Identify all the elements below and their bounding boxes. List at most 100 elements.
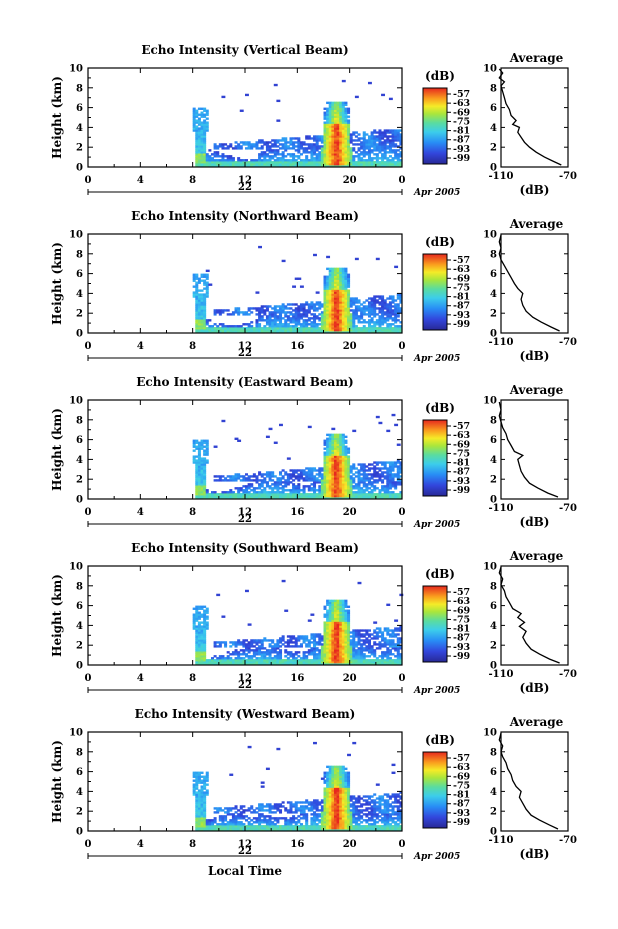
y-tick-label: 4	[76, 787, 83, 798]
average-y-tick-label: 10	[483, 64, 497, 75]
average-y-tick-label: 0	[490, 495, 497, 506]
colorbar-tick-label: -99	[453, 651, 471, 662]
y-tick-label: 2	[76, 475, 83, 486]
colorbar	[422, 585, 448, 663]
y-tick-label: 2	[76, 143, 83, 154]
heatmap-cells	[192, 579, 404, 666]
colorbar-tick-label: -75	[453, 448, 470, 459]
colorbar-tick-label: -87	[453, 799, 470, 810]
date-day: 22	[238, 348, 252, 359]
x-tick-label: 12	[238, 341, 252, 352]
average-y-tick-label: 0	[490, 163, 497, 174]
average-title: Average	[509, 51, 564, 65]
colorbar-tick-label: -63	[453, 762, 470, 773]
y-tick-label: 8	[76, 249, 83, 260]
x-tick-label: 0	[85, 175, 92, 186]
chart-title: Echo Intensity (Eastward Beam)	[136, 375, 353, 389]
average-y-tick-label: 10	[483, 728, 497, 739]
colorbar-tick-label: -93	[453, 476, 470, 487]
y-tick-label: 4	[76, 123, 83, 134]
average-y-tick-label: 6	[490, 269, 497, 280]
colorbar-unit: (dB)	[425, 733, 455, 747]
x-tick-label: 8	[189, 839, 196, 850]
x-tick-label: 0	[85, 507, 92, 518]
chart-panel-2: Echo Intensity (Northward Beam) 0 2 4 6 8 10 0 4…	[50, 209, 577, 364]
colorbar-tick-label: -81	[453, 126, 470, 137]
x-tick-label: 12	[238, 673, 252, 684]
y-tick-label: 2	[76, 309, 83, 320]
x-tick-label: 16	[290, 839, 304, 850]
y-tick-label: 0	[76, 329, 83, 340]
colorbar-tick-label: -57	[453, 753, 470, 764]
chart-panel-3: Echo Intensity (Eastward Beam) 0 2 4 6 8 10 0 4 8…	[50, 375, 577, 530]
average-y-tick-label: 2	[490, 309, 497, 320]
colorbar-tick-label: -99	[453, 153, 471, 164]
colorbar-tick-label: -99	[453, 485, 471, 496]
x-tick-label: 4	[137, 341, 144, 352]
average-frame	[500, 731, 569, 832]
x-tick-label: 0	[399, 341, 406, 352]
colorbar-tick-label: -99	[453, 319, 471, 330]
average-y-tick-label: 8	[490, 415, 497, 426]
y-tick-label: 6	[76, 103, 83, 114]
date-month-year: Apr 2005	[413, 686, 460, 696]
average-y-tick-label: 6	[490, 767, 497, 778]
colorbar-tick-label: -93	[453, 808, 470, 819]
colorbar-tick-label: -87	[453, 135, 470, 146]
x-tick-label: 16	[290, 507, 304, 518]
colorbar	[422, 419, 448, 497]
y-axis-label: Height (km)	[50, 76, 64, 159]
average-x-label: (dB)	[520, 515, 550, 529]
colorbar-tick-label: -87	[453, 467, 470, 478]
average-y-tick-label: 4	[490, 123, 497, 134]
x-tick-label: 4	[137, 175, 144, 186]
y-tick-label: 0	[76, 495, 83, 506]
y-tick-label: 10	[69, 728, 83, 739]
average-y-tick-label: 2	[490, 641, 497, 652]
average-y-tick-label: 2	[490, 475, 497, 486]
x-tick-label: 16	[290, 673, 304, 684]
y-tick-label: 10	[69, 64, 83, 75]
x-tick-label: 12	[238, 839, 252, 850]
average-x-label: (dB)	[520, 183, 550, 197]
colorbar-tick-label: -75	[453, 780, 470, 791]
y-tick-label: 8	[76, 83, 83, 94]
average-frame	[500, 399, 569, 500]
average-x-tick-label: -70	[559, 337, 577, 348]
average-y-tick-label: 10	[483, 396, 497, 407]
average-y-tick-label: 4	[490, 289, 497, 300]
x-tick-label: 4	[137, 839, 144, 850]
average-frame	[500, 565, 569, 666]
colorbar-unit: (dB)	[425, 401, 455, 415]
colorbar-tick-label: -81	[453, 624, 470, 635]
x-tick-label: 0	[85, 341, 92, 352]
y-tick-label: 4	[76, 289, 83, 300]
average-y-tick-label: 4	[490, 455, 497, 466]
x-tick-label: 8	[189, 507, 196, 518]
x-axis-label: Local Time	[208, 864, 282, 878]
x-tick-label: 8	[189, 341, 196, 352]
x-tick-label: 12	[238, 175, 252, 186]
average-x-tick-label: -70	[559, 171, 577, 182]
y-axis-label: Height (km)	[50, 408, 64, 491]
date-month-year: Apr 2005	[413, 188, 460, 198]
x-tick-label: 20	[343, 507, 357, 518]
colorbar-tick-label: -69	[453, 605, 471, 616]
average-profile-line	[498, 68, 562, 166]
colorbar	[422, 87, 448, 165]
colorbar-tick-label: -81	[453, 292, 470, 303]
y-tick-label: 10	[69, 562, 83, 573]
colorbar-tick-label: -57	[453, 89, 470, 100]
colorbar-tick-label: -57	[453, 421, 470, 432]
colorbar	[422, 751, 448, 829]
colorbar-tick-label: -69	[453, 273, 471, 284]
colorbar-tick-label: -63	[453, 98, 470, 109]
average-y-tick-label: 8	[490, 747, 497, 758]
colorbar	[422, 253, 448, 331]
date-day: 22	[238, 680, 252, 691]
average-y-tick-label: 8	[490, 249, 497, 260]
average-x-tick-label: -110	[488, 835, 513, 846]
average-profile-line	[498, 566, 560, 664]
average-y-tick-label: 0	[490, 661, 497, 672]
